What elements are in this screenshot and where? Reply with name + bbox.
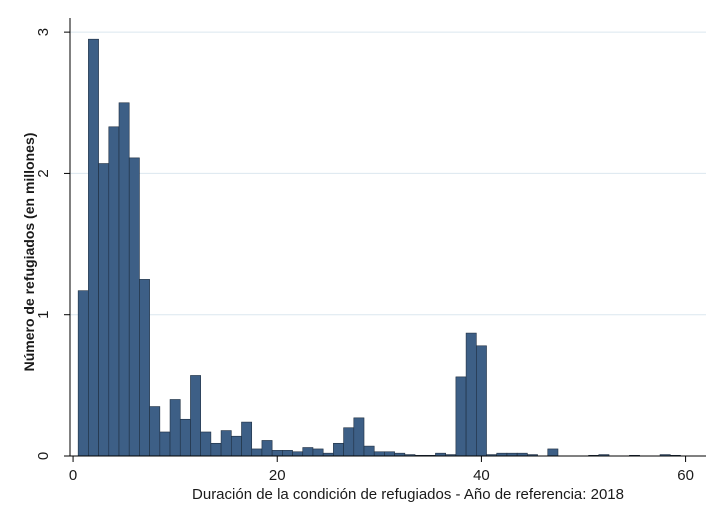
histogram-bar	[128, 157, 140, 457]
y-tick-label: 1	[35, 311, 52, 319]
y-axis-title: Número de refugiados (en millones)	[21, 133, 37, 372]
histogram-bar	[108, 126, 120, 457]
x-axis-title: Duración de la condición de refugiados -…	[192, 486, 624, 503]
histogram-bar	[363, 445, 375, 457]
histogram-bar	[169, 399, 181, 457]
x-tick-label: 60	[677, 467, 694, 484]
histogram-bar	[251, 448, 263, 457]
histogram-bar	[159, 431, 171, 457]
x-tick-label: 40	[473, 467, 490, 484]
y-tick-label: 3	[35, 28, 52, 36]
histogram-bar	[282, 450, 293, 457]
histogram-bar	[118, 102, 130, 457]
histogram-bar	[465, 332, 477, 457]
y-tick-label: 0	[35, 452, 52, 460]
histogram-bar	[455, 376, 467, 457]
plot-background	[70, 18, 706, 456]
histogram-bar	[190, 375, 201, 457]
histogram-bar	[139, 279, 150, 457]
histogram-bar	[220, 430, 232, 457]
histogram-bar	[261, 440, 273, 457]
histogram-bar	[353, 417, 365, 457]
histogram-bar	[241, 421, 253, 457]
histogram-bar	[200, 431, 212, 457]
y-tick-label: 2	[35, 169, 52, 177]
histogram-bar	[373, 451, 385, 457]
grid-lines	[70, 31, 706, 316]
histogram-bar	[179, 418, 191, 457]
histogram-bar	[547, 448, 559, 457]
histogram-bar	[149, 406, 161, 457]
histogram-bar	[312, 448, 324, 457]
histogram-bar	[476, 345, 487, 457]
histogram-bar	[292, 451, 304, 457]
histogram-bar	[210, 442, 222, 457]
histogram-bar	[271, 450, 283, 457]
x-tick-label: 0	[69, 467, 77, 484]
histogram-bar	[98, 163, 110, 457]
histogram-bar	[333, 442, 344, 457]
histogram-bar	[343, 427, 355, 457]
x-tick-label: 20	[269, 467, 286, 484]
histogram-bar	[230, 435, 242, 457]
histogram-bar	[384, 451, 395, 457]
histogram-bar	[77, 290, 89, 457]
y-axis-ticks: 0 1 2 3	[35, 28, 70, 460]
histogram-bar	[302, 447, 314, 457]
histogram-bar	[88, 38, 99, 457]
x-axis-ticks: 0 20 40 60	[69, 456, 694, 484]
